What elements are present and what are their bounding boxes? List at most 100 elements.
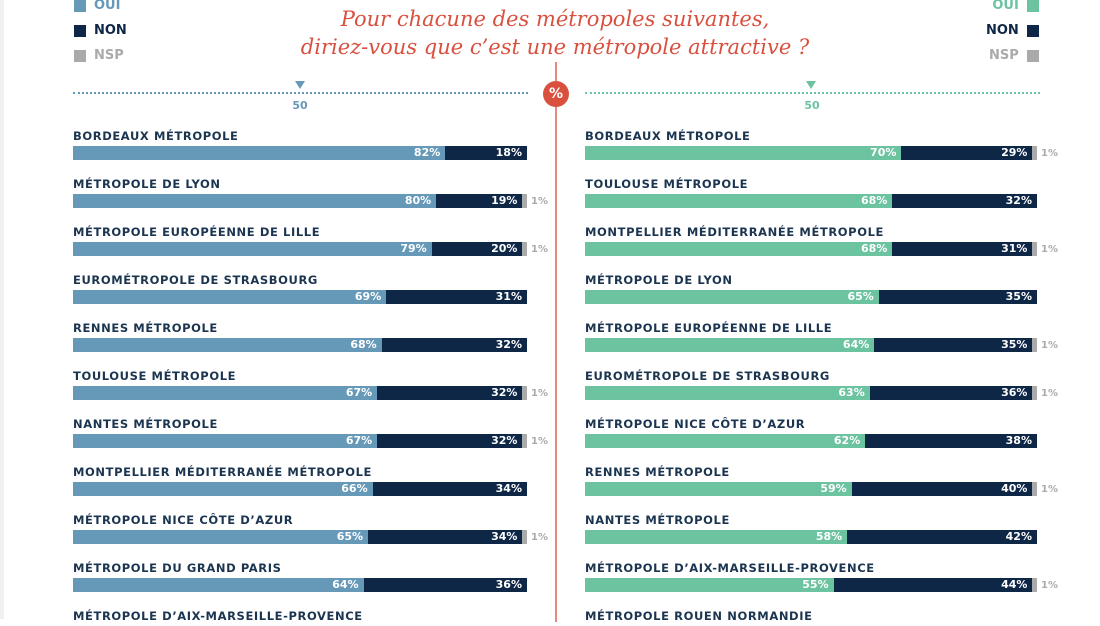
legend-swatch-nsp — [1026, 49, 1039, 62]
stacked-bar: 64% 35% 1% — [585, 338, 1058, 352]
percent-badge: % — [543, 81, 569, 107]
bar-nsp — [1032, 242, 1037, 256]
stacked-bar: 68% 32% — [73, 338, 527, 352]
legend-oui: OUI — [74, 0, 127, 18]
stacked-bar: 58% 42% — [585, 530, 1037, 544]
stacked-bar: 79% 20% 1% — [73, 242, 548, 256]
bar-non: 38% — [865, 434, 1037, 448]
bar-non: 31% — [386, 290, 527, 304]
stacked-bar: 68% 32% — [585, 194, 1037, 208]
chart-row: EUROMÉTROPOLE DE STRASBOURG 69% 31% — [73, 273, 527, 304]
row-label: RENNES MÉTROPOLE — [585, 465, 730, 479]
nsp-label: 1% — [531, 436, 548, 447]
chart-row: MÉTROPOLE DU GRAND PARIS 64% 36% — [73, 561, 527, 592]
stacked-bar: 62% 38% — [585, 434, 1037, 448]
legend-non: NON — [74, 18, 127, 43]
bar-oui: 80% — [73, 194, 437, 208]
bar-non: 32% — [381, 338, 527, 352]
legend-swatch-nsp — [74, 49, 86, 62]
bar-nsp — [1032, 578, 1037, 592]
bar-non: 20% — [431, 242, 523, 256]
legend-non: NON — [986, 18, 1039, 43]
bar-oui: 63% — [585, 386, 870, 400]
stacked-bar: 67% 32% 1% — [73, 434, 548, 448]
legend-swatch-oui — [1026, 0, 1039, 12]
chart-row: MÉTROPOLE EUROPÉENNE DE LILLE 79% 20% 1% — [73, 225, 548, 256]
row-label: MÉTROPOLE ROUEN NORMANDIE — [585, 609, 813, 623]
legend-oui-label: OUI — [992, 0, 1019, 13]
bar-oui: 55% — [585, 578, 834, 592]
nsp-label: 1% — [1041, 484, 1058, 495]
nsp-label: 1% — [531, 196, 548, 207]
legend-nsp: NSP — [986, 43, 1039, 68]
chart-row: MONTPELLIER MÉDITERRANÉE MÉTROPOLE 66% 34% — [73, 465, 527, 496]
bar-non: 36% — [869, 386, 1033, 400]
marker-50-right-icon — [806, 81, 816, 89]
stacked-bar: 55% 44% 1% — [585, 578, 1058, 592]
chart-row: MÉTROPOLE ROUEN NORMANDIE — [585, 609, 1037, 626]
bar-oui: 58% — [585, 530, 848, 544]
bar-nsp — [522, 242, 527, 256]
bar-nsp — [1032, 482, 1037, 496]
bar-nsp — [522, 386, 527, 400]
chart-row: NANTES MÉTROPOLE 67% 32% 1% — [73, 417, 548, 448]
bar-non: 34% — [368, 530, 523, 544]
chart-row: BORDEAUX MÉTROPOLE 82% 18% — [73, 129, 527, 160]
bar-non: 42% — [847, 530, 1037, 544]
bar-oui: 68% — [585, 194, 893, 208]
row-label: NANTES MÉTROPOLE — [585, 513, 730, 527]
row-label: MÉTROPOLE D’AIX-MARSEILLE-PROVENCE — [73, 609, 363, 623]
stacked-bar: 65% 34% 1% — [73, 530, 548, 544]
bar-non: 31% — [892, 242, 1033, 256]
bar-oui: 67% — [73, 434, 378, 448]
bar-oui: 66% — [73, 482, 373, 496]
legend-oui-label: OUI — [94, 0, 121, 13]
stacked-bar: 65% 35% — [585, 290, 1037, 304]
row-label: BORDEAUX MÉTROPOLE — [73, 129, 239, 143]
nsp-label: 1% — [1041, 340, 1058, 351]
bar-nsp — [1032, 146, 1037, 160]
row-label: RENNES MÉTROPOLE — [73, 321, 218, 335]
row-label: TOULOUSE MÉTROPOLE — [73, 369, 237, 383]
tick-50-left: 50 — [292, 99, 308, 112]
bar-oui: 65% — [585, 290, 879, 304]
row-label: MÉTROPOLE EUROPÉENNE DE LILLE — [585, 321, 833, 335]
bar-nsp — [522, 434, 527, 448]
axis-right — [585, 92, 1040, 94]
chart-row: MÉTROPOLE EUROPÉENNE DE LILLE 64% 35% 1% — [585, 321, 1058, 352]
tick-50-right: 50 — [804, 99, 820, 112]
stacked-bar: 69% 31% — [73, 290, 527, 304]
chart-row: RENNES MÉTROPOLE 68% 32% — [73, 321, 527, 352]
stacked-bar: 64% 36% — [73, 578, 527, 592]
row-label: EUROMÉTROPOLE DE STRASBOURG — [73, 273, 318, 287]
bar-oui: 68% — [73, 338, 382, 352]
bar-oui: 59% — [585, 482, 852, 496]
bar-non: 35% — [878, 290, 1037, 304]
row-label: TOULOUSE MÉTROPOLE — [585, 177, 749, 191]
nsp-label: 1% — [1041, 148, 1058, 159]
row-label: MÉTROPOLE D’AIX-MARSEILLE-PROVENCE — [585, 561, 875, 575]
bar-non: 34% — [372, 482, 527, 496]
nsp-label: 1% — [1041, 244, 1058, 255]
stacked-bar: 80% 19% 1% — [73, 194, 548, 208]
row-label: MÉTROPOLE DE LYON — [73, 177, 221, 191]
nsp-label: 1% — [1041, 580, 1058, 591]
bar-oui: 79% — [73, 242, 432, 256]
marker-50-left-icon — [295, 81, 305, 89]
bar-oui: 64% — [585, 338, 875, 352]
chart-row: MÉTROPOLE D’AIX-MARSEILLE-PROVENCE 55% 44%… — [585, 561, 1058, 592]
row-label: MÉTROPOLE DE LYON — [585, 273, 733, 287]
stacked-bar: 68% 31% 1% — [585, 242, 1058, 256]
bar-non: 19% — [436, 194, 523, 208]
chart-row: MONTPELLIER MÉDITERRANÉE MÉTROPOLE 68% 31%… — [585, 225, 1058, 256]
chart-row: MÉTROPOLE D’AIX-MARSEILLE-PROVENCE — [73, 609, 527, 626]
legend-swatch-non — [74, 24, 86, 37]
stacked-bar: 66% 34% — [73, 482, 527, 496]
nsp-label: 1% — [1041, 388, 1058, 399]
chart-row: NANTES MÉTROPOLE 58% 42% — [585, 513, 1037, 544]
bar-non: 32% — [892, 194, 1037, 208]
legend-swatch-oui — [74, 0, 86, 12]
chart-title: Pour chacune des métropoles suivantes, d… — [250, 5, 860, 61]
legend-swatch-non — [1026, 24, 1039, 37]
legend-non-label: NON — [94, 23, 127, 38]
